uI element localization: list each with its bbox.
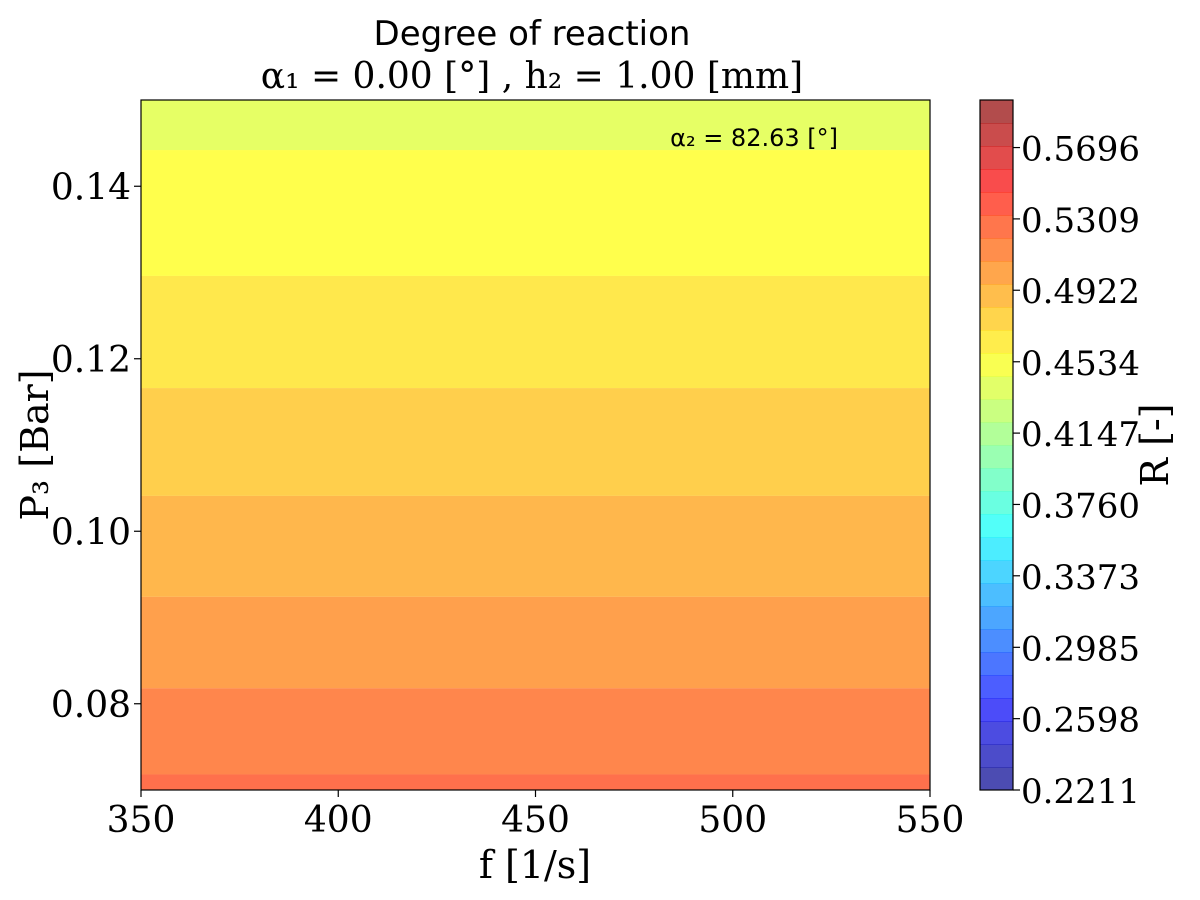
colorbar-segment bbox=[980, 652, 1013, 676]
colorbar-segment bbox=[980, 560, 1013, 584]
colorbar-ticks: 0.2211 0.2598 0.2985 0.3373 0.3760 0.4147 0.45… bbox=[1013, 130, 1140, 812]
colorbar-tick-label: 0.5309 bbox=[1021, 201, 1140, 241]
chart-title: Degree of reaction bbox=[374, 14, 691, 54]
contour-band bbox=[141, 774, 930, 790]
y-tick-label: 0.12 bbox=[51, 340, 131, 381]
colorbar-segment bbox=[980, 744, 1013, 768]
contour-band bbox=[141, 150, 930, 276]
colorbar-segment bbox=[980, 192, 1013, 216]
contour-band bbox=[141, 495, 930, 597]
x-axis-label: f [1/s] bbox=[479, 843, 591, 887]
contour-band bbox=[141, 100, 930, 151]
colorbar-segment bbox=[980, 698, 1013, 722]
x-tick-label: 400 bbox=[304, 800, 373, 841]
colorbar-segment bbox=[980, 284, 1013, 308]
colorbar-tick-label: 0.4922 bbox=[1021, 272, 1140, 312]
y-tick-label: 0.14 bbox=[51, 167, 131, 208]
colorbar-segment bbox=[980, 100, 1013, 124]
colorbar-tick-label: 0.5696 bbox=[1021, 130, 1140, 170]
colorbar-segment bbox=[980, 767, 1013, 791]
x-axis-ticks: 350 400 450 500 550 bbox=[107, 790, 965, 841]
colorbar-segment bbox=[980, 491, 1013, 515]
colorbar-segment bbox=[980, 238, 1013, 262]
colorbar-segment bbox=[980, 123, 1013, 147]
colorbar-segment bbox=[980, 422, 1013, 446]
colorbar-tick-label: 0.4534 bbox=[1021, 344, 1140, 384]
chart-subtitle: α₁ = 0.00 [°] , h₂ = 1.00 [mm] bbox=[261, 56, 803, 97]
colorbar-tick-label: 0.4147 bbox=[1021, 415, 1140, 455]
x-tick-label: 500 bbox=[698, 800, 767, 841]
colorbar-tick-label: 0.3760 bbox=[1021, 486, 1140, 526]
colorbar-tick-label: 0.2985 bbox=[1021, 629, 1140, 669]
colorbar-segment bbox=[980, 399, 1013, 423]
colorbar-segment bbox=[980, 675, 1013, 699]
contour-band bbox=[141, 596, 930, 689]
contour-band bbox=[141, 388, 930, 496]
x-tick-label: 450 bbox=[501, 800, 570, 841]
y-axis-label: P₃ [Bar] bbox=[13, 369, 57, 520]
colorbar-tick-label: 0.3373 bbox=[1021, 558, 1140, 598]
colorbar-tick-label: 0.2211 bbox=[1021, 772, 1140, 812]
y-axis-ticks: 0.08 0.10 0.12 0.14 bbox=[51, 167, 141, 726]
colorbar-segment bbox=[980, 445, 1013, 469]
colorbar-segment bbox=[980, 261, 1013, 285]
colorbar-segment bbox=[980, 215, 1013, 239]
contour-bands bbox=[141, 100, 930, 790]
colorbar-frame bbox=[979, 99, 1014, 791]
x-tick-label: 350 bbox=[107, 800, 176, 841]
colorbar-segment bbox=[980, 468, 1013, 492]
colorbar-segment bbox=[980, 330, 1013, 354]
colorbar-label: R [-] bbox=[1133, 403, 1177, 486]
colorbar-segment bbox=[980, 353, 1013, 377]
contour-band bbox=[141, 275, 930, 389]
y-tick-label: 0.10 bbox=[51, 512, 131, 553]
colorbar-segment bbox=[980, 376, 1013, 400]
colorbar-segment bbox=[980, 606, 1013, 630]
colorbar-segment bbox=[980, 307, 1013, 331]
y-tick-label: 0.08 bbox=[51, 685, 131, 726]
colorbar-tick-label: 0.2598 bbox=[1021, 701, 1140, 741]
colorbar-segment bbox=[980, 629, 1013, 653]
colorbar bbox=[980, 100, 1013, 791]
x-tick-label: 550 bbox=[896, 800, 965, 841]
colorbar-segment bbox=[980, 721, 1013, 745]
contour-band bbox=[141, 688, 930, 775]
colorbar-segment bbox=[980, 146, 1013, 170]
colorbar-segment bbox=[980, 583, 1013, 607]
colorbar-segment bbox=[980, 537, 1013, 561]
alpha2-annotation: α₂ = 82.63 [°] bbox=[670, 124, 838, 152]
colorbar-segment bbox=[980, 514, 1013, 538]
colorbar-segment bbox=[980, 169, 1013, 193]
